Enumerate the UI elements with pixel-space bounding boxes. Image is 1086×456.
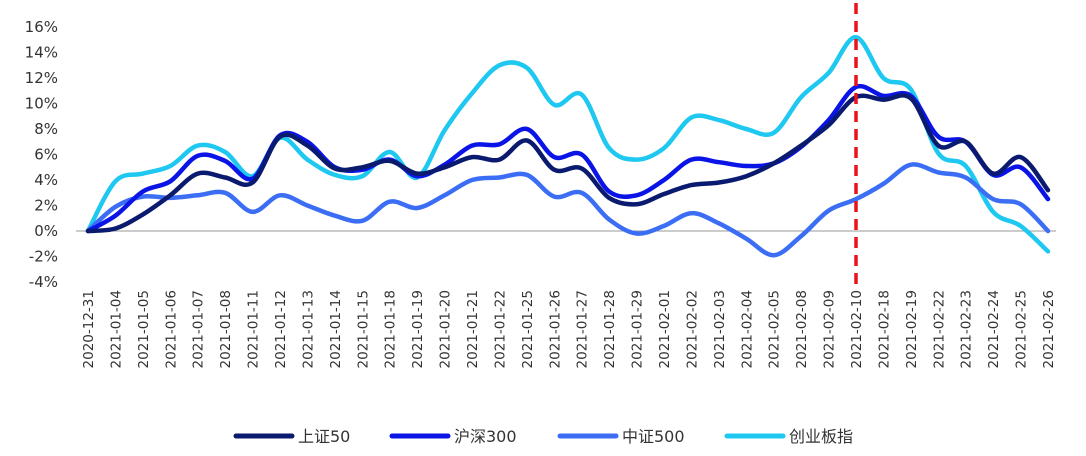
y-axis: -4% -2% 0% 2% 4% 6% 8% 10% 12% 14% 16% [25, 18, 58, 291]
x-tick-label: 2021-01-14 [328, 290, 344, 368]
x-tick-label: 2021-02-09 [822, 290, 838, 368]
legend-label: 上证50 [298, 427, 350, 446]
y-tick-label: 4% [34, 171, 58, 189]
x-tick-label: 2021-01-13 [300, 290, 316, 368]
x-tick-label: 2021-01-18 [383, 290, 399, 368]
y-tick-label: 10% [25, 95, 58, 113]
series-line-2 [85, 162, 1051, 258]
y-tick-label: 8% [34, 120, 58, 138]
y-tick-label: 2% [34, 197, 58, 215]
x-tick-label: 2021-02-26 [1041, 290, 1057, 368]
x-tick-label: 2021-01-29 [630, 290, 646, 368]
x-tick-label: 2021-02-24 [986, 290, 1002, 368]
x-tick-label: 2021-01-12 [273, 290, 289, 368]
y-tick-label: 14% [25, 44, 58, 62]
x-tick-label: 2021-01-11 [246, 290, 262, 368]
series-line-3 [85, 34, 1051, 254]
x-tick-label: 2021-02-08 [794, 290, 810, 368]
x-tick-label: 2021-02-22 [931, 290, 947, 368]
x-tick-label: 2021-02-04 [739, 290, 755, 368]
x-tick-label: 2021-01-05 [136, 290, 152, 368]
legend-label: 中证500 [622, 427, 685, 446]
y-tick-label: 16% [25, 18, 58, 36]
legend-label: 沪深300 [454, 427, 517, 446]
x-tick-label: 2021-01-22 [492, 290, 508, 368]
x-tick-label: 2021-02-05 [767, 290, 783, 368]
x-tick-label: 2021-01-25 [520, 290, 536, 368]
x-tick-label: 2021-02-01 [657, 290, 673, 368]
x-tick-label: 2021-02-18 [876, 290, 892, 368]
y-tick-label: -4% [29, 273, 58, 291]
x-tick-label: 2021-01-06 [163, 290, 179, 368]
x-tick-label: 2021-02-10 [849, 290, 865, 368]
series-line-1 [85, 83, 1051, 234]
x-tick-label: 2021-02-03 [712, 290, 728, 368]
legend-label: 创业板指 [789, 427, 853, 446]
legend: 上证50 沪深300 中证500 创业板指 [233, 427, 853, 446]
y-tick-label: 0% [34, 222, 58, 240]
x-tick-label: 2021-01-19 [410, 290, 426, 368]
x-axis: 2020-12-31 2021-01-04 2021-01-05 2021-01-06… [81, 290, 1057, 368]
x-tick-label: 2021-01-28 [602, 290, 618, 368]
x-tick-label: 2021-01-08 [218, 290, 234, 368]
x-tick-label: 2021-01-21 [465, 290, 481, 368]
y-tick-label: 12% [25, 69, 58, 87]
series-line-0 [85, 93, 1051, 234]
x-tick-label: 2021-01-07 [191, 290, 207, 368]
x-tick-label: 2020-12-31 [81, 290, 97, 368]
x-tick-label: 2021-01-15 [355, 290, 371, 368]
x-tick-label: 2021-01-27 [575, 290, 591, 368]
y-tick-label: -2% [29, 248, 58, 266]
x-tick-label: 2021-01-26 [547, 290, 563, 368]
x-tick-label: 2021-02-23 [959, 290, 975, 368]
x-tick-label: 2021-02-19 [904, 290, 920, 368]
series-group [85, 34, 1051, 258]
x-tick-label: 2021-02-02 [684, 290, 700, 368]
x-tick-label: 2021-02-25 [1014, 290, 1030, 368]
x-tick-label: 2021-01-04 [108, 290, 124, 368]
x-tick-label: 2021-01-20 [438, 290, 454, 368]
y-tick-label: 6% [34, 146, 58, 164]
